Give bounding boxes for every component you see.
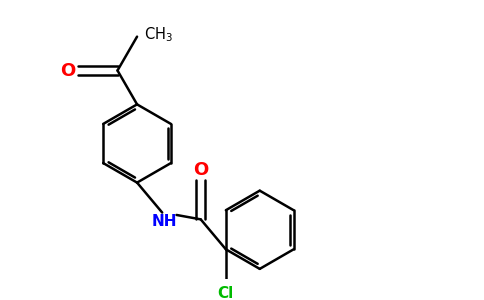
- Text: NH: NH: [152, 214, 177, 229]
- Text: O: O: [60, 61, 76, 80]
- Text: CH$_3$: CH$_3$: [144, 25, 173, 44]
- Text: Cl: Cl: [218, 286, 234, 300]
- Text: O: O: [193, 161, 208, 179]
